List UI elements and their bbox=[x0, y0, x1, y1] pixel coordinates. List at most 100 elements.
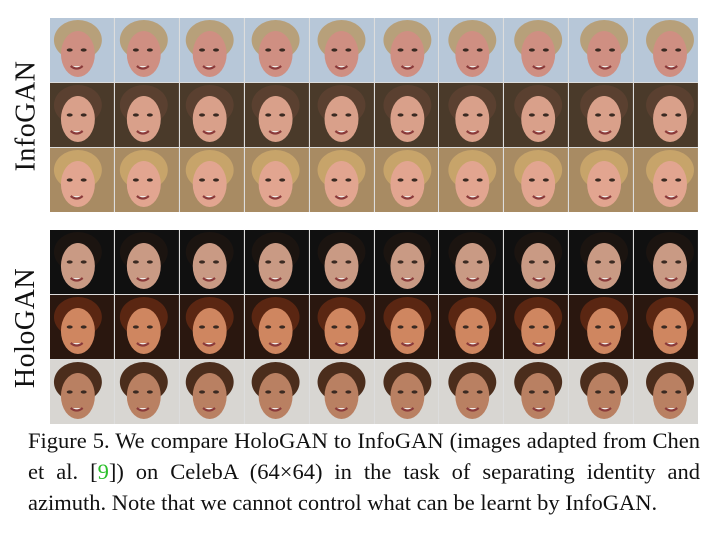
face-thumbnail bbox=[634, 148, 698, 212]
citation-link[interactable]: 9 bbox=[97, 459, 109, 484]
figure-caption: Figure 5. We compare HoloGAN to InfoGAN … bbox=[28, 425, 700, 518]
face-image bbox=[374, 230, 439, 294]
face-image bbox=[374, 148, 439, 212]
face-thumbnail bbox=[569, 18, 634, 82]
face-image bbox=[504, 18, 569, 82]
face-image bbox=[374, 295, 439, 359]
face-thumbnail bbox=[50, 295, 114, 359]
face-thumbnail bbox=[244, 360, 309, 424]
face-thumbnail bbox=[634, 295, 698, 359]
face-thumbnail bbox=[309, 83, 374, 147]
face-thumbnail bbox=[634, 83, 698, 147]
face-thumbnail bbox=[309, 18, 374, 82]
face-thumbnail bbox=[569, 83, 634, 147]
face-thumbnail bbox=[114, 18, 179, 82]
face-thumbnail bbox=[244, 295, 309, 359]
caption-suffix: ]) on CelebA (64×64) in the task of sepa… bbox=[28, 459, 700, 515]
face-thumbnail bbox=[309, 295, 374, 359]
face-image bbox=[114, 230, 179, 294]
face-image bbox=[504, 230, 569, 294]
face-image bbox=[179, 148, 244, 212]
face-image bbox=[374, 83, 439, 147]
face-thumbnail bbox=[179, 18, 244, 82]
infogan-label: InfoGAN bbox=[6, 18, 46, 214]
face-thumbnail bbox=[374, 360, 439, 424]
face-image bbox=[114, 148, 179, 212]
face-thumbnail bbox=[50, 148, 114, 212]
face-thumbnail bbox=[439, 83, 504, 147]
face-thumbnail bbox=[309, 230, 374, 294]
face-thumbnail bbox=[244, 230, 309, 294]
face-image bbox=[569, 230, 634, 294]
hologan-image-grid bbox=[50, 230, 698, 424]
face-image bbox=[179, 18, 244, 82]
face-thumbnail bbox=[439, 295, 504, 359]
face-image bbox=[309, 18, 374, 82]
face-image bbox=[50, 18, 114, 82]
face-thumbnail bbox=[179, 295, 244, 359]
face-thumbnail bbox=[179, 230, 244, 294]
infogan-panel: InfoGAN bbox=[0, 18, 720, 214]
face-image bbox=[634, 83, 698, 147]
face-thumbnail bbox=[244, 83, 309, 147]
face-image bbox=[439, 83, 504, 147]
face-thumbnail bbox=[114, 295, 179, 359]
face-thumbnail bbox=[50, 83, 114, 147]
face-thumbnail bbox=[504, 148, 569, 212]
face-image bbox=[504, 295, 569, 359]
face-image bbox=[244, 230, 309, 294]
face-thumbnail bbox=[374, 148, 439, 212]
face-image bbox=[634, 295, 698, 359]
face-image bbox=[179, 295, 244, 359]
face-image bbox=[179, 360, 244, 424]
face-image bbox=[244, 360, 309, 424]
face-image bbox=[634, 18, 698, 82]
face-image bbox=[309, 83, 374, 147]
face-image bbox=[634, 148, 698, 212]
face-image bbox=[439, 360, 504, 424]
face-thumbnail bbox=[439, 360, 504, 424]
face-image bbox=[114, 295, 179, 359]
face-thumbnail bbox=[114, 83, 179, 147]
face-image bbox=[504, 360, 569, 424]
face-image bbox=[50, 230, 114, 294]
face-image bbox=[309, 230, 374, 294]
face-thumbnail bbox=[114, 360, 179, 424]
face-thumbnail bbox=[504, 295, 569, 359]
face-thumbnail bbox=[374, 230, 439, 294]
face-thumbnail bbox=[50, 18, 114, 82]
face-image bbox=[439, 295, 504, 359]
face-image bbox=[114, 360, 179, 424]
hologan-label-text: HoloGAN bbox=[10, 267, 42, 389]
face-image bbox=[244, 148, 309, 212]
face-image bbox=[244, 18, 309, 82]
face-thumbnail bbox=[114, 230, 179, 294]
face-thumbnail bbox=[309, 148, 374, 212]
face-thumbnail bbox=[439, 148, 504, 212]
face-thumbnail bbox=[504, 360, 569, 424]
face-image bbox=[374, 360, 439, 424]
infogan-image-grid bbox=[50, 18, 698, 212]
face-thumbnail bbox=[504, 230, 569, 294]
face-thumbnail bbox=[634, 18, 698, 82]
caption-prefix: Figure 5. We compare HoloGAN to InfoGAN … bbox=[28, 428, 700, 484]
face-thumbnail bbox=[374, 83, 439, 147]
face-thumbnail bbox=[50, 230, 114, 294]
face-image bbox=[439, 230, 504, 294]
face-thumbnail bbox=[504, 83, 569, 147]
face-image bbox=[504, 83, 569, 147]
face-image bbox=[634, 360, 698, 424]
hologan-label: HoloGAN bbox=[6, 230, 46, 426]
face-image bbox=[114, 83, 179, 147]
face-thumbnail bbox=[244, 18, 309, 82]
face-thumbnail bbox=[179, 83, 244, 147]
face-image bbox=[179, 230, 244, 294]
face-thumbnail bbox=[114, 148, 179, 212]
face-thumbnail bbox=[634, 360, 698, 424]
face-image bbox=[50, 360, 114, 424]
face-thumbnail bbox=[244, 148, 309, 212]
face-image bbox=[569, 295, 634, 359]
face-thumbnail bbox=[50, 360, 114, 424]
face-thumbnail bbox=[634, 230, 698, 294]
face-image bbox=[179, 83, 244, 147]
